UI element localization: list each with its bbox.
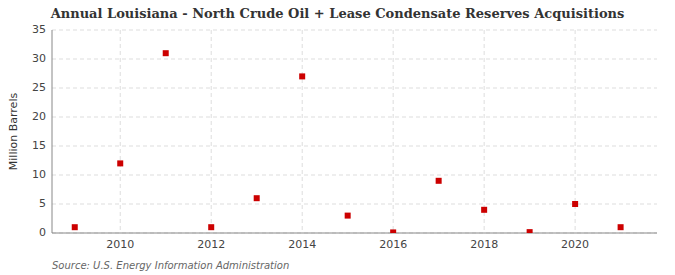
- x-grid-line: [484, 30, 485, 233]
- x-grid-line: [302, 30, 303, 233]
- point: [345, 213, 351, 219]
- point: [254, 195, 260, 201]
- points: [72, 50, 624, 233]
- y-grid-line: [52, 175, 657, 176]
- title: Annual Louisiana - North Crude Oil + Lea…: [50, 6, 625, 21]
- y-tick-label: 30: [32, 52, 46, 65]
- y-tick-label: 15: [32, 139, 46, 152]
- x-tick-label: 2020: [561, 238, 589, 251]
- point: [299, 73, 305, 79]
- grid: [52, 30, 657, 233]
- point: [163, 50, 169, 56]
- x-tick-label: 2018: [470, 238, 498, 251]
- point: [436, 178, 442, 184]
- point: [72, 224, 78, 230]
- point: [618, 224, 624, 230]
- y-grid-line: [52, 59, 657, 60]
- y-grid-line: [52, 204, 657, 205]
- x-grid-line: [211, 30, 212, 233]
- y-grid-line: [52, 30, 657, 31]
- y-grid-line: [52, 117, 657, 118]
- chart: 0 5 10 15 20 25 30 35 2010 2012 2014 2016 2018 2020 Mi…: [0, 0, 675, 275]
- y-grid-line: [52, 233, 657, 234]
- y-axis-label: Million Barrels: [7, 93, 20, 171]
- point: [572, 201, 578, 207]
- point: [208, 224, 214, 230]
- point: [481, 207, 487, 213]
- y-tick-label: 35: [32, 23, 46, 36]
- y-tick-label: 10: [32, 168, 46, 181]
- x-tick-label: 2014: [288, 238, 316, 251]
- y-axis-line: [52, 30, 53, 233]
- x-tick-label: 2012: [197, 238, 225, 251]
- point: [390, 229, 396, 233]
- point: [117, 160, 123, 166]
- x-tick-label: 2010: [106, 238, 134, 251]
- y-tick-label: 0: [39, 226, 46, 239]
- y-grid-line: [52, 146, 657, 147]
- y-tick-label: 5: [39, 197, 46, 210]
- y-tick-label: 20: [32, 110, 46, 123]
- x-axis-line: [52, 233, 657, 234]
- y-tick-label: 25: [32, 81, 46, 94]
- x-grid-line: [393, 30, 394, 233]
- x-tick-label: 2016: [379, 238, 407, 251]
- y-grid-line: [52, 88, 657, 89]
- source-note: Source: U.S. Energy Information Administ…: [52, 260, 289, 271]
- x-grid-line: [120, 30, 121, 233]
- point: [527, 229, 533, 233]
